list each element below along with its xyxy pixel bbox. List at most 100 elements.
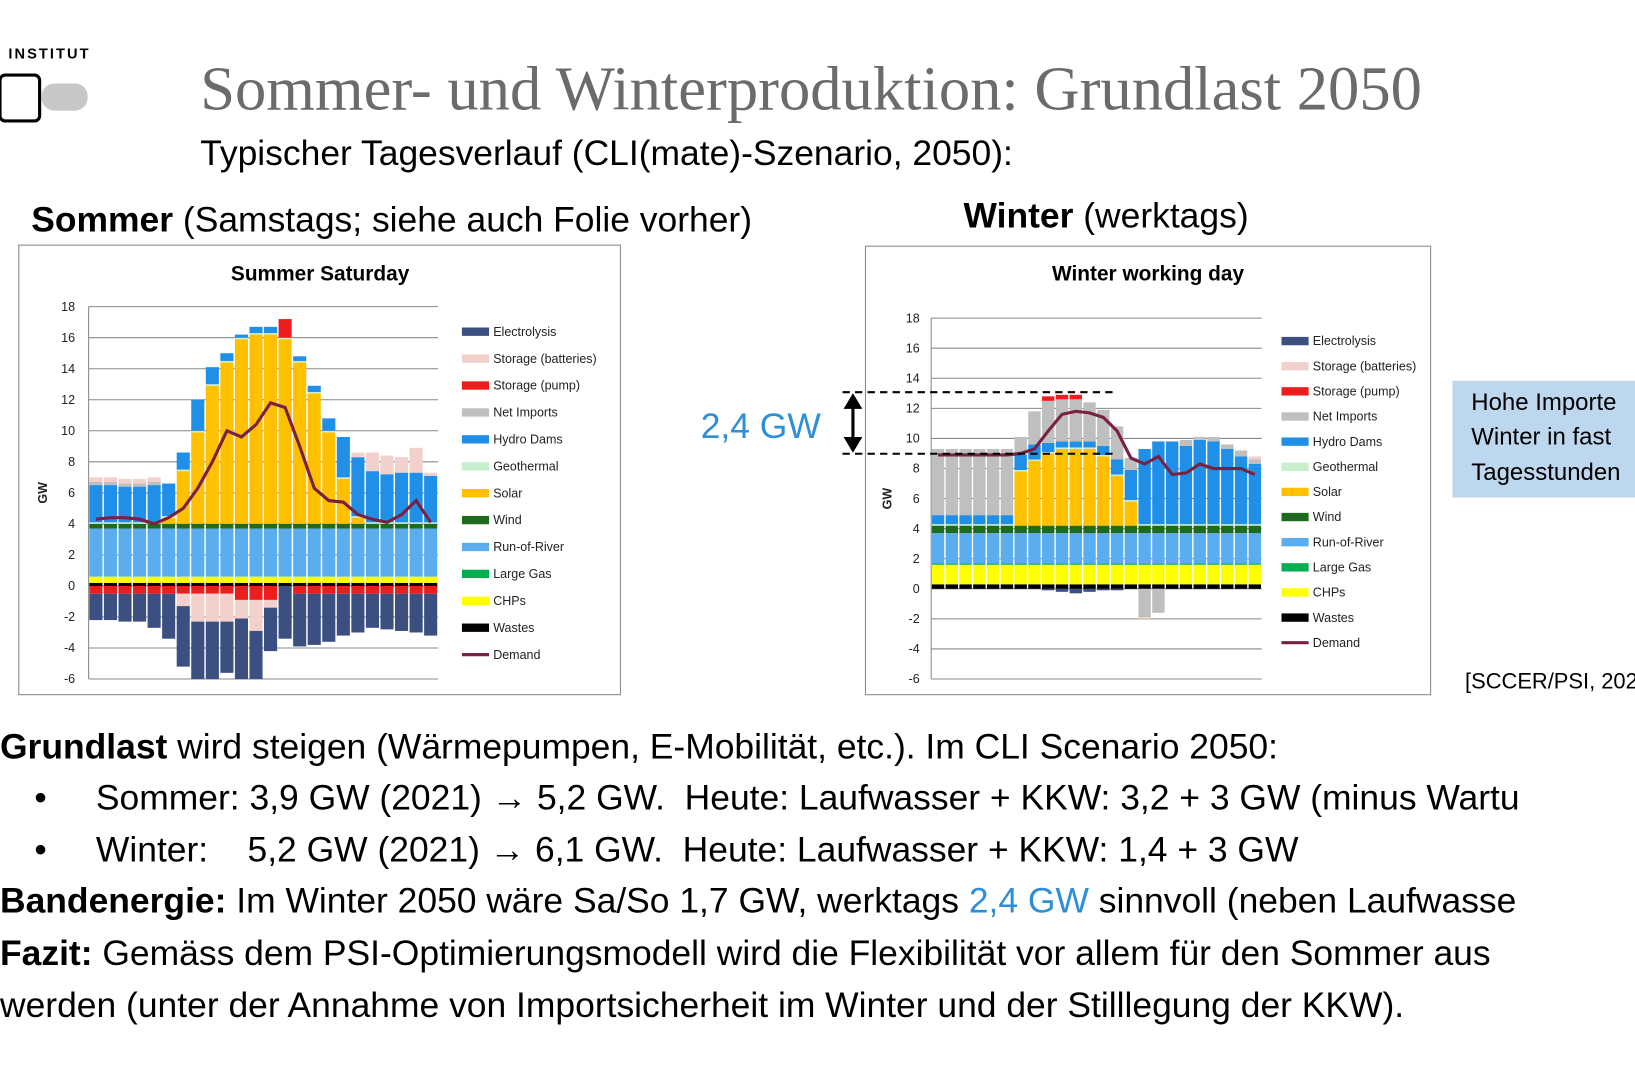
bar-segment bbox=[220, 585, 234, 594]
bar-segment bbox=[205, 576, 219, 583]
bar-segment bbox=[1152, 584, 1165, 589]
bar-segment bbox=[162, 585, 176, 594]
body-line: Bandenergie: Im Winter 2050 wäre Sa/So 1… bbox=[0, 881, 1516, 921]
bar-segment bbox=[176, 606, 190, 667]
bar-segment bbox=[351, 457, 365, 517]
bar-segment bbox=[1234, 525, 1248, 534]
bar-segment bbox=[1179, 564, 1193, 585]
legend-swatch bbox=[461, 408, 490, 417]
bar-segment bbox=[278, 585, 292, 639]
legend-label: Wind bbox=[493, 513, 522, 527]
bar-segment bbox=[1028, 459, 1041, 461]
bar-segment bbox=[945, 563, 959, 565]
legend-swatch bbox=[461, 435, 490, 444]
bar-segment bbox=[959, 515, 972, 525]
bar-segment bbox=[1234, 533, 1248, 564]
bar-segment bbox=[162, 582, 176, 586]
bar-segment bbox=[1165, 533, 1179, 564]
bar-segment bbox=[133, 528, 147, 577]
bar-segment bbox=[973, 584, 986, 589]
bar-segment bbox=[395, 522, 409, 524]
bold-term: Fazit: bbox=[0, 933, 93, 973]
bar-segment bbox=[118, 528, 132, 577]
winter-note: (werktags) bbox=[1073, 195, 1248, 235]
body-line: Grundlast wird steigen (Wärmepumpen, E-M… bbox=[0, 726, 1278, 766]
legend-swatch bbox=[461, 381, 490, 390]
y-tick-label: 10 bbox=[906, 432, 920, 446]
bar-segment bbox=[293, 585, 307, 594]
bar-segment bbox=[1124, 500, 1138, 502]
legend-swatch bbox=[461, 542, 490, 552]
bar-segment bbox=[293, 360, 307, 363]
legend-swatch bbox=[461, 488, 490, 498]
bar-segment bbox=[1083, 525, 1096, 534]
bar-segment bbox=[1083, 441, 1096, 448]
bar-segment bbox=[322, 585, 336, 594]
bar-segment bbox=[264, 528, 278, 577]
bar-segment bbox=[424, 528, 438, 577]
bar-segment bbox=[307, 593, 321, 645]
summer-heading: Sommer (Samstags; siehe auch Folie vorhe… bbox=[31, 200, 752, 240]
annotation: 2,4 GW bbox=[701, 391, 1118, 455]
body-text: wird steigen (Wärmepumpen, E-Mobilität, … bbox=[167, 726, 1278, 766]
bar-segment bbox=[1221, 564, 1234, 585]
bar-segment bbox=[293, 582, 307, 586]
bar-segment bbox=[959, 525, 972, 534]
legend-label: Hydro Dams bbox=[1313, 435, 1382, 449]
bar-segment bbox=[931, 524, 945, 526]
bar-segment bbox=[1055, 588, 1069, 592]
bar-segment bbox=[1234, 584, 1248, 589]
bar-segment bbox=[1207, 584, 1220, 589]
bar-segment bbox=[1042, 525, 1055, 534]
bar-segment bbox=[1097, 584, 1110, 589]
y-tick-label: 0 bbox=[913, 582, 920, 596]
bar-segment bbox=[1138, 564, 1151, 585]
legend-label: Electrolysis bbox=[493, 325, 556, 339]
legend-label: CHPs bbox=[1313, 586, 1346, 600]
bar-segment bbox=[1014, 563, 1027, 565]
bar-segment bbox=[234, 337, 249, 340]
bar-segment bbox=[249, 334, 263, 524]
bar-segment bbox=[147, 485, 161, 523]
summer-note: (Samstags; siehe auch Folie vorher) bbox=[173, 200, 752, 240]
bar-segment bbox=[1165, 525, 1179, 534]
bar-segment bbox=[234, 599, 249, 619]
bar-segment bbox=[1152, 588, 1165, 613]
bar-segment bbox=[336, 523, 350, 529]
y-tick-label: -2 bbox=[64, 610, 75, 624]
y-tick-label: 12 bbox=[61, 393, 75, 407]
legend-label: Wastes bbox=[493, 621, 534, 635]
bar-segment bbox=[1110, 525, 1124, 534]
bar-segment bbox=[89, 477, 103, 482]
bar-segment bbox=[986, 584, 1000, 589]
bar-segment bbox=[1138, 617, 1151, 619]
bar-segment bbox=[1138, 588, 1151, 618]
legend-label: Wind bbox=[1313, 510, 1342, 524]
bar-segment bbox=[931, 564, 945, 585]
bar-segment bbox=[1193, 524, 1206, 526]
bar-segment bbox=[322, 593, 336, 642]
legend-label: Storage (pump) bbox=[493, 379, 580, 393]
bar-segment bbox=[1248, 463, 1262, 525]
bar-segment bbox=[162, 528, 176, 577]
bar-segment bbox=[424, 593, 438, 636]
bar-segment bbox=[1028, 584, 1041, 589]
bar-segment bbox=[89, 523, 103, 529]
bar-segment bbox=[249, 599, 263, 631]
y-tick-label: 6 bbox=[68, 486, 75, 500]
bar-segment bbox=[959, 533, 972, 564]
bar-segment bbox=[191, 621, 205, 680]
bar-segment bbox=[1000, 584, 1014, 589]
bar-segment bbox=[249, 585, 263, 600]
bar-segment bbox=[147, 523, 161, 529]
legend-swatch bbox=[1281, 613, 1309, 622]
bar-segment bbox=[1124, 533, 1138, 564]
legend-swatch bbox=[1281, 487, 1309, 497]
y-tick-label: 10 bbox=[61, 424, 75, 438]
title: Sommer- und Winterproduktion: Grundlast … bbox=[200, 54, 1422, 124]
y-tick-label: 4 bbox=[913, 522, 920, 536]
bar-segment bbox=[191, 523, 205, 529]
bar-segment bbox=[336, 582, 350, 586]
bar-segment bbox=[1179, 445, 1193, 525]
